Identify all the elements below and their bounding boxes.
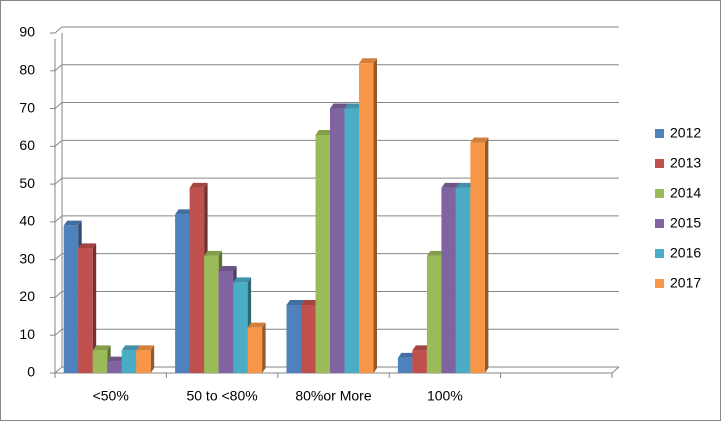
bar [412, 350, 427, 373]
bar-top [189, 182, 208, 188]
y-tick-label: 30 [19, 250, 35, 266]
bar-top [441, 182, 460, 188]
bar-top [92, 345, 111, 351]
bar-top [218, 266, 237, 271]
bar-top [470, 137, 489, 143]
x-tick-label: 80%or More [295, 388, 371, 404]
legend-swatch [655, 249, 664, 258]
legend-label: 2015 [670, 215, 701, 231]
grid-line [54, 26, 619, 34]
bar-top [426, 250, 445, 256]
bar-top [455, 182, 474, 188]
bar [233, 282, 248, 373]
x-tick-label: 100% [427, 388, 463, 404]
bar [344, 108, 359, 374]
bar [175, 214, 190, 373]
bar [397, 357, 413, 373]
bar-top [359, 58, 377, 64]
legend-swatch [655, 279, 664, 288]
legend-swatch [655, 129, 664, 138]
bar [92, 350, 108, 373]
bar [63, 225, 79, 373]
grid-line [54, 215, 619, 223]
bar [359, 63, 374, 373]
y-tick-label: 0 [27, 364, 35, 380]
legend-label: 2012 [670, 125, 701, 141]
bar [301, 305, 316, 373]
x-tick-label: 50 to <80% [186, 388, 257, 404]
bar [286, 305, 301, 373]
bar-top [286, 300, 305, 305]
grid-line [54, 64, 619, 72]
grid-line [54, 102, 619, 109]
x-tick-label: <50% [93, 388, 129, 404]
bar-side [92, 243, 97, 373]
bar-top [136, 345, 155, 351]
bar-top [247, 322, 266, 328]
y-tick-label: 80 [19, 61, 35, 77]
bar [426, 255, 442, 373]
bar-top [107, 356, 126, 362]
y-tick-label: 50 [19, 175, 35, 191]
legend-swatch [655, 159, 664, 168]
legend-label: 2013 [670, 155, 701, 171]
bar [78, 248, 93, 373]
bar-side [373, 58, 377, 373]
bar-top [63, 220, 82, 226]
bar-top [121, 345, 140, 351]
bar-top [175, 209, 194, 215]
bar-top [233, 277, 252, 283]
bar [455, 187, 471, 373]
bar [136, 350, 151, 373]
bar-top [204, 250, 223, 256]
y-tick-label: 90 [19, 24, 35, 40]
bar [247, 327, 263, 373]
legend-label: 2017 [670, 275, 701, 291]
bar [121, 350, 137, 373]
bar [204, 255, 219, 373]
legend-swatch [655, 189, 664, 198]
bar-top [301, 300, 319, 305]
bar-top [330, 103, 348, 109]
grid-line [54, 139, 619, 147]
bar-top [412, 345, 431, 351]
legend-label: 2016 [670, 245, 701, 261]
bar-top [397, 352, 416, 358]
bar-top [344, 103, 363, 109]
bar-side [262, 322, 266, 373]
y-tick-label: 60 [19, 137, 35, 153]
bar-top [78, 243, 97, 249]
y-tick-label: 20 [19, 288, 35, 304]
legend-swatch [655, 219, 664, 228]
bar [107, 361, 122, 373]
bar-top [315, 130, 334, 135]
bar-side [150, 345, 155, 373]
legend-label: 2014 [670, 185, 701, 201]
bar [189, 187, 205, 373]
y-tick-label: 70 [19, 99, 35, 115]
bar [218, 271, 234, 373]
grid-line [54, 177, 619, 185]
bar [441, 187, 456, 373]
y-tick-label: 40 [19, 213, 35, 229]
bar-side [484, 137, 489, 373]
bar [330, 108, 345, 374]
bar [470, 142, 485, 373]
y-tick-label: 10 [19, 326, 35, 342]
bar [315, 135, 330, 373]
